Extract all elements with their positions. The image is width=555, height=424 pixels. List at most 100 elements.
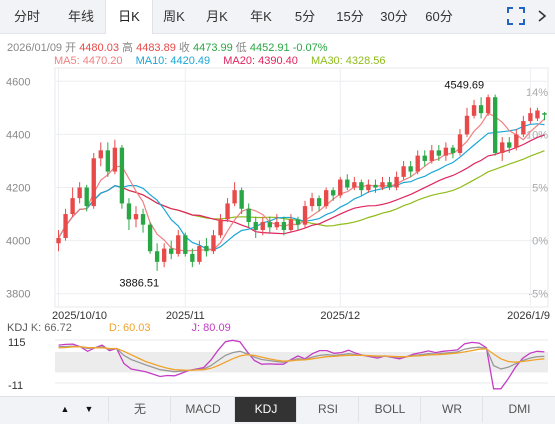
candle	[77, 182, 82, 204]
candle	[239, 187, 244, 215]
candle-body	[70, 198, 75, 215]
candle	[535, 107, 540, 122]
candle	[169, 240, 174, 260]
candle	[380, 176, 385, 191]
candle	[542, 112, 547, 121]
candle-body	[429, 150, 434, 161]
candle-body	[387, 182, 392, 188]
low-annotation: 3886.51	[119, 278, 159, 290]
ma30-legend: MA30: 4328.56	[310, 55, 386, 67]
candle	[514, 129, 519, 151]
arrow-down-icon[interactable]: ▼	[84, 404, 94, 414]
tab-60min[interactable]: 60分	[425, 9, 453, 24]
candle-body	[204, 245, 209, 252]
candle-body	[218, 219, 223, 236]
ma20-legend: MA20: 4390.40	[223, 55, 298, 67]
candle-body	[112, 147, 118, 172]
candle-body	[478, 105, 484, 114]
candle-body	[352, 182, 357, 188]
tab-5min[interactable]: 5分	[294, 9, 316, 24]
candle-body	[126, 203, 132, 220]
candle	[359, 179, 364, 196]
x-tick-label: 2026/1/9	[507, 310, 550, 322]
tab-30min[interactable]: 30分	[380, 9, 408, 24]
candle-body	[394, 176, 399, 188]
kdj-k-line	[58, 345, 545, 373]
high-annotation: 4549.69	[444, 80, 484, 92]
candle	[500, 137, 505, 161]
tab-15min[interactable]: 15分	[336, 9, 364, 24]
candle-body	[338, 179, 343, 196]
candle-body	[500, 142, 505, 153]
candle-body	[415, 155, 420, 172]
candle-body	[246, 208, 251, 223]
candle-body	[267, 222, 272, 228]
kdj-top-label: 115	[8, 337, 26, 349]
y-tick-label: 4400	[6, 129, 30, 141]
pct-tick-label: 0%	[532, 236, 548, 248]
candle	[246, 203, 251, 228]
open-value: 4480.03	[79, 42, 119, 54]
tab-nianxian[interactable]: 年线	[67, 9, 94, 24]
candle-body	[380, 182, 385, 188]
tab-month-k[interactable]: 月K	[206, 9, 228, 24]
candle-body	[239, 190, 244, 209]
ma-legend: MA5: 4470.20 MA10: 4420.49 MA20: 4390.40…	[54, 55, 396, 67]
candle-body	[309, 198, 315, 207]
tab-day-k[interactable]: 日K	[105, 0, 153, 34]
indicator-rsi[interactable]: RSI	[296, 397, 359, 422]
chevron-right-icon[interactable]	[536, 10, 548, 22]
candle-body	[316, 198, 322, 207]
kdj-d-line	[58, 346, 545, 372]
candle	[133, 206, 139, 228]
candle	[204, 237, 209, 257]
arrow-up-icon[interactable]: ▲	[60, 404, 70, 414]
candle	[436, 145, 442, 161]
candle-body	[464, 115, 470, 135]
indicator-kdj[interactable]: KDJ	[234, 397, 297, 422]
candle-body	[295, 219, 301, 225]
candle	[345, 174, 350, 191]
candle	[507, 137, 512, 153]
candle-body	[91, 158, 96, 207]
candle-body	[211, 235, 216, 252]
kdj-band	[55, 351, 548, 373]
candle	[267, 216, 272, 233]
candle	[450, 145, 456, 159]
indicator-dmi[interactable]: DMI	[482, 397, 555, 422]
candle-body	[56, 237, 61, 244]
candle	[352, 176, 357, 191]
candle	[338, 176, 343, 199]
ma10-line	[57, 123, 545, 251]
low-label: 低	[235, 42, 247, 54]
kdj-k-value: K: 66.72	[30, 322, 72, 334]
candle-body	[443, 147, 449, 156]
tab-year-k[interactable]: 年K	[250, 9, 272, 24]
open-label: 开	[65, 42, 77, 54]
ma5-line	[57, 112, 545, 252]
fullscreen-icon[interactable]	[506, 6, 526, 26]
tab-week-k[interactable]: 周K	[163, 9, 185, 24]
indicator-wr[interactable]: WR	[420, 397, 483, 422]
kline-chart[interactable]: 4600 4400 4200 4000 3800 14% 10% 5% 0% -5% 2025/10…	[0, 0, 555, 396]
candle-body	[471, 105, 477, 116]
candle-body	[302, 206, 308, 225]
candle	[323, 187, 329, 209]
candle	[528, 107, 533, 124]
candle	[105, 142, 111, 177]
period-tab-bar: 分时 年线 日K 周K 月K 年K 5分 15分 30分 60分	[0, 0, 555, 34]
candle-body	[288, 219, 294, 230]
kdj-j-value: J: 80.09	[191, 322, 231, 334]
candle	[443, 142, 449, 161]
candle-body	[514, 134, 519, 148]
indicator-boll[interactable]: BOLL	[358, 397, 421, 422]
close-label: 收	[178, 42, 190, 54]
candle	[394, 171, 399, 191]
indicator-none[interactable]: 无	[108, 397, 171, 422]
indicator-macd[interactable]: MACD	[170, 397, 235, 422]
tab-fenshi[interactable]: 分时	[13, 9, 40, 24]
y-tick-label: 4600	[6, 76, 30, 88]
candle-body	[535, 110, 540, 119]
high-value: 4483.89	[136, 42, 176, 54]
ma10-legend: MA10: 4420.49	[135, 55, 211, 67]
